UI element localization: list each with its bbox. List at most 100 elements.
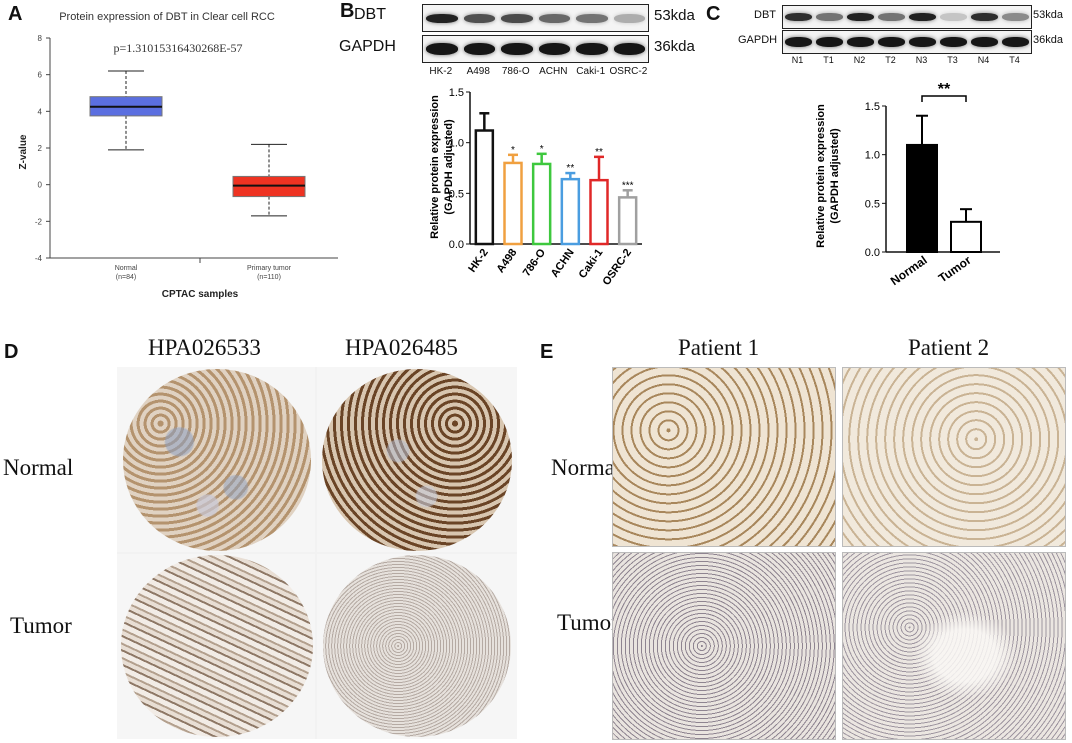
tma-tumor-hpa026485 bbox=[323, 555, 511, 737]
barchart-b-plot: 0.0 0.5 1.0 1.5 HK-2 * A498 * 786-O ** ACHN ** Caki-… bbox=[449, 87, 642, 288]
tma-normal-hpa026533 bbox=[123, 369, 311, 551]
blot-band bbox=[785, 13, 812, 21]
tma-normal-hpa026485-bg bbox=[317, 367, 517, 552]
boxplot-y-label: Z-value bbox=[18, 134, 29, 169]
panel-c-barchart: 0.0 0.5 1.0 1.5 Normal Tumor ** Relative prote… bbox=[815, 81, 1000, 288]
boxplot-ytick-label: 0 bbox=[38, 181, 43, 190]
blot-band bbox=[909, 37, 936, 47]
barchart-c-ytick-label: 1.0 bbox=[865, 150, 880, 162]
blot-band bbox=[501, 13, 533, 23]
blot-lane-label: N3 bbox=[915, 55, 928, 65]
barchart-b-ytick-label: 1.0 bbox=[449, 138, 464, 150]
blot-band bbox=[538, 43, 570, 55]
panel-label-e: E bbox=[540, 341, 554, 363]
boxplot-pvalue: p=1.31015316430268E-57 bbox=[113, 41, 242, 55]
boxplot-y-ticks: 8 6 4 2 0 -2 -4 bbox=[35, 34, 50, 263]
ihc-patient1-tumor bbox=[612, 552, 836, 740]
tma-tumor-hpa026533-bg bbox=[117, 554, 315, 739]
blot-lane-label: A498 bbox=[466, 66, 490, 77]
blot-band bbox=[613, 13, 645, 23]
panel-d-tma-grid bbox=[117, 367, 517, 739]
barchart-c-signif: ** bbox=[938, 81, 951, 98]
barchart-c-bar bbox=[906, 143, 938, 253]
barchart-c-plot: 0.0 0.5 1.0 1.5 Normal Tumor ** bbox=[865, 81, 1000, 288]
barchart-b-xtick-label: OSRC-2 bbox=[600, 247, 634, 288]
boxplot-group-tumor-n: (n=110) bbox=[257, 274, 281, 281]
blot-band bbox=[613, 43, 645, 55]
blot-c-label-dbt: DBT bbox=[754, 9, 776, 21]
blot-b-label-dbt: DBT bbox=[354, 6, 386, 23]
blot-lane-label: T2 bbox=[885, 55, 896, 65]
barchart-b-signif: *** bbox=[622, 180, 634, 191]
blot-band bbox=[576, 13, 608, 23]
panel-b-barchart: 0.0 0.5 1.0 1.5 HK-2 * A498 * 786-O ** ACHN ** Caki-… bbox=[449, 87, 642, 288]
blot-lane-label: T4 bbox=[1009, 55, 1020, 65]
barchart-c-signif-bracket bbox=[921, 95, 967, 102]
boxplot-ytick-label: -2 bbox=[35, 217, 43, 226]
boxplot-ytick-label: 2 bbox=[38, 144, 43, 153]
blot-b-gapdh bbox=[422, 35, 649, 63]
barchart-b-bar bbox=[531, 162, 552, 246]
barchart-b-bar bbox=[560, 177, 581, 246]
blot-band bbox=[847, 37, 874, 47]
barchart-b-xtick-label: 786-O bbox=[521, 246, 549, 278]
barchart-c-ytick-label: 0.0 bbox=[865, 247, 880, 259]
boxplot-ytick-label: 6 bbox=[38, 71, 43, 80]
blot-b-size-dbt: 53kda bbox=[654, 7, 695, 24]
barchart-b-xtick-label: A498 bbox=[495, 247, 520, 275]
blot-lane-label: N4 bbox=[977, 55, 990, 65]
ihc-patient2-tumor bbox=[842, 552, 1066, 740]
blot-lane-label: HK-2 bbox=[429, 66, 453, 77]
tma-normal-hpa026485 bbox=[322, 369, 512, 551]
blot-band bbox=[463, 13, 495, 23]
panel-e-row-normal: Normal bbox=[551, 455, 622, 480]
boxplot-boxes bbox=[89, 70, 306, 217]
panel-d-row-tumor: Tumor bbox=[10, 613, 72, 638]
barchart-b-signif: * bbox=[540, 144, 544, 155]
barchart-c-xtick-label: Tumor bbox=[936, 253, 974, 286]
blot-b-dbt bbox=[422, 4, 649, 32]
boxplot-x-label: CPTAC samples bbox=[162, 289, 239, 300]
panel-e-col-2: Patient 2 bbox=[908, 335, 990, 360]
blot-band bbox=[816, 37, 843, 47]
boxplot-group-tumor: Primary tumor bbox=[247, 265, 292, 272]
blot-lane-label: ACHN bbox=[539, 66, 568, 77]
barchart-b-xtick-label: Caki-1 bbox=[577, 247, 606, 281]
blot-band bbox=[878, 37, 905, 47]
blot-lane-label: 786-O bbox=[501, 66, 530, 77]
panel-e-row-tumor: Tumor bbox=[557, 610, 619, 635]
blot-band bbox=[501, 43, 533, 55]
blot-band bbox=[816, 13, 843, 21]
boxplot-group-normal-n: (n=84) bbox=[116, 274, 136, 281]
blot-band bbox=[1002, 13, 1029, 21]
tma-tumor-hpa026485-bg bbox=[317, 554, 517, 739]
blot-c-dbt bbox=[782, 5, 1032, 29]
blot-c-lane-labels: N1 T1 N2 T2 N3 T3 N4 T4 bbox=[782, 55, 1030, 67]
blot-lane-label: N1 bbox=[791, 55, 804, 65]
barchart-c-ytick-label: 1.5 bbox=[865, 101, 880, 113]
panel-d-col-2: HPA026485 bbox=[345, 335, 458, 360]
barchart-c-bar bbox=[950, 220, 982, 253]
barchart-c-ylabel-2: (GAPDH adjusted) bbox=[829, 128, 841, 224]
blot-band bbox=[940, 37, 967, 47]
blot-lane-label: T3 bbox=[947, 55, 958, 65]
blot-lane-label: Caki-1 bbox=[576, 66, 606, 77]
blot-band bbox=[426, 43, 458, 55]
panel-label-c: C bbox=[706, 3, 721, 25]
panel-e-col-1: Patient 1 bbox=[678, 335, 760, 360]
barchart-b-bar bbox=[474, 129, 495, 246]
blot-b-label-gapdh: GAPDH bbox=[339, 38, 396, 55]
boxplot-ytick-label: -4 bbox=[35, 254, 43, 263]
barchart-c-ytick-label: 0.5 bbox=[865, 198, 880, 210]
blot-band bbox=[463, 43, 495, 55]
panel-d-row-normal: Normal bbox=[3, 455, 74, 480]
panel-a-boxplot: Protein expression of DBT in Clear cell … bbox=[18, 11, 338, 300]
blot-band bbox=[940, 13, 967, 21]
boxplot-ytick-label: 4 bbox=[38, 107, 43, 116]
barchart-c-ylabel-1: Relative protein expression bbox=[815, 104, 827, 248]
barchart-b-bar bbox=[589, 178, 609, 246]
blot-lane-label: N2 bbox=[853, 55, 866, 65]
barchart-b-ytick-label: 0.5 bbox=[449, 188, 464, 200]
barchart-b-signif: ** bbox=[595, 147, 603, 158]
blot-band bbox=[971, 37, 998, 47]
